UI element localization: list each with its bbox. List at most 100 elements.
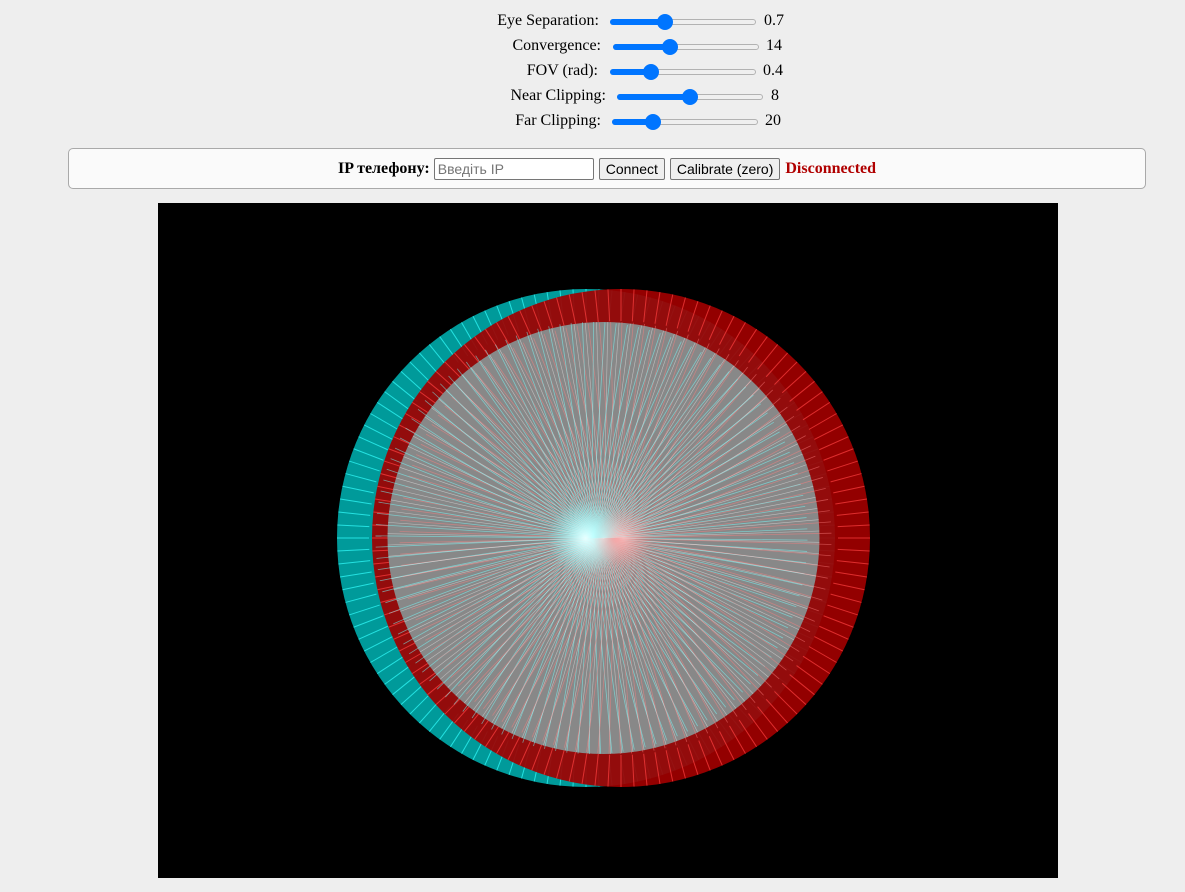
left-rim-spoke	[349, 604, 380, 616]
slider-fill	[612, 119, 653, 125]
fov-slider[interactable]	[610, 63, 756, 80]
slider-fill	[610, 69, 651, 75]
far-clipping-slider[interactable]	[612, 113, 758, 130]
left-rim-spoke	[342, 485, 374, 494]
left-rim-spoke	[384, 665, 411, 685]
left-rim-spoke	[400, 371, 426, 394]
convergence-label: Convergence:	[512, 37, 601, 54]
slider-thumb[interactable]	[682, 89, 698, 105]
slider-thumb[interactable]	[656, 14, 673, 30]
cyan-spoke	[591, 351, 702, 539]
white-spoke	[603, 352, 716, 539]
left-rim-spoke	[358, 436, 388, 451]
red-spoke	[615, 537, 738, 717]
right-rim-spoke	[719, 731, 735, 761]
right-rim-spoke	[781, 682, 807, 705]
right-rim-spoke	[643, 290, 648, 323]
right-rim-spoke	[607, 289, 611, 322]
cyan-spoke	[591, 537, 668, 741]
right-rim-spoke	[556, 747, 566, 779]
left-rim-spoke	[338, 560, 371, 565]
calibrate-button[interactable]: Calibrate (zero)	[669, 158, 781, 180]
connection-row: IP телефону: Connect Calibrate (zero) Di…	[69, 158, 1145, 180]
convergence-slider[interactable]	[613, 38, 759, 55]
right-rim-spoke	[837, 524, 870, 528]
slider-thumb[interactable]	[662, 39, 679, 55]
cyan-spoke	[591, 364, 721, 539]
right-rim-spoke	[827, 460, 858, 472]
slider-fill	[617, 94, 690, 100]
near-clipping-slider[interactable]	[617, 88, 763, 105]
cyan-spoke	[591, 329, 650, 539]
left-rim-spoke	[384, 391, 411, 411]
eye-separation-slider[interactable]	[610, 13, 756, 30]
right-rim-spoke	[543, 301, 555, 332]
right-rim-spoke	[789, 380, 815, 402]
left-rim-spoke	[339, 498, 372, 505]
left-rim-spoke	[353, 448, 384, 461]
left-rim-spoke	[376, 655, 405, 675]
cyan-spoke	[591, 333, 661, 539]
right-rim-spoke	[757, 344, 779, 370]
ip-input[interactable]	[433, 158, 594, 180]
convergence-row: Convergence: 14	[0, 33, 1185, 58]
convergence-value: 14	[766, 37, 782, 54]
right-rim-spoke	[765, 352, 788, 378]
left-rim-spoke	[392, 380, 418, 402]
connect-button[interactable]: Connect	[598, 158, 665, 180]
right-rim-spoke	[796, 665, 823, 685]
right-rim-spoke	[827, 604, 858, 616]
red-spoke	[615, 537, 644, 753]
right-rim-spoke	[836, 560, 869, 565]
red-spoke	[615, 537, 666, 749]
left-rim-spoke	[339, 571, 372, 578]
stereo-canvas[interactable]	[158, 203, 1058, 878]
slider-thumb[interactable]	[642, 64, 659, 80]
red-spoke	[615, 366, 748, 539]
cyan-spoke	[591, 341, 682, 539]
right-rim-spoke	[654, 752, 661, 785]
right-rim-spoke	[833, 485, 865, 494]
ip-label: IP телефону:	[337, 160, 430, 177]
left-rim-spoke	[345, 593, 377, 603]
right-rim-spoke	[833, 582, 865, 591]
right-rim-spoke	[802, 401, 831, 421]
white-spoke	[603, 337, 686, 539]
left-rim-spoke	[400, 682, 426, 705]
right-rim-spoke	[687, 301, 699, 332]
red-spoke	[615, 325, 657, 539]
right-rim-spoke	[631, 754, 635, 787]
red-spoke	[615, 348, 720, 539]
right-rim-spoke	[665, 750, 674, 782]
red-spoke	[615, 537, 719, 729]
right-rim-spoke	[781, 371, 807, 394]
red-spoke	[615, 537, 688, 743]
left-rim-spoke	[363, 424, 393, 440]
right-rim-spoke	[835, 498, 868, 505]
red-spoke	[615, 343, 710, 539]
right-rim-spoke	[687, 744, 699, 775]
red-spoke	[615, 537, 756, 704]
cyan-spoke	[591, 537, 718, 715]
right-rim-spoke	[757, 706, 779, 732]
right-rim-spoke	[738, 328, 758, 357]
red-spoke	[615, 537, 677, 746]
right-rim-spoke	[819, 436, 849, 451]
eye-separation-label: Eye Separation:	[497, 12, 599, 29]
white-spoke	[603, 333, 675, 539]
red-spoke	[615, 322, 623, 539]
near-clipping-label: Near Clipping:	[510, 87, 606, 104]
sphere-core-layer	[375, 322, 832, 754]
red-spoke	[615, 537, 633, 754]
red-spoke	[615, 537, 780, 680]
left-rim-spoke	[338, 511, 371, 516]
red-spoke	[615, 537, 747, 711]
red-spoke	[615, 374, 757, 539]
red-spoke	[552, 537, 616, 745]
right-rim-spoke	[719, 315, 735, 345]
slider-thumb[interactable]	[644, 114, 661, 130]
fov-value: 0.4	[763, 62, 783, 79]
right-rim-spoke	[676, 297, 686, 329]
eye-separation-value: 0.7	[764, 12, 784, 29]
right-rim-spoke	[814, 424, 844, 440]
